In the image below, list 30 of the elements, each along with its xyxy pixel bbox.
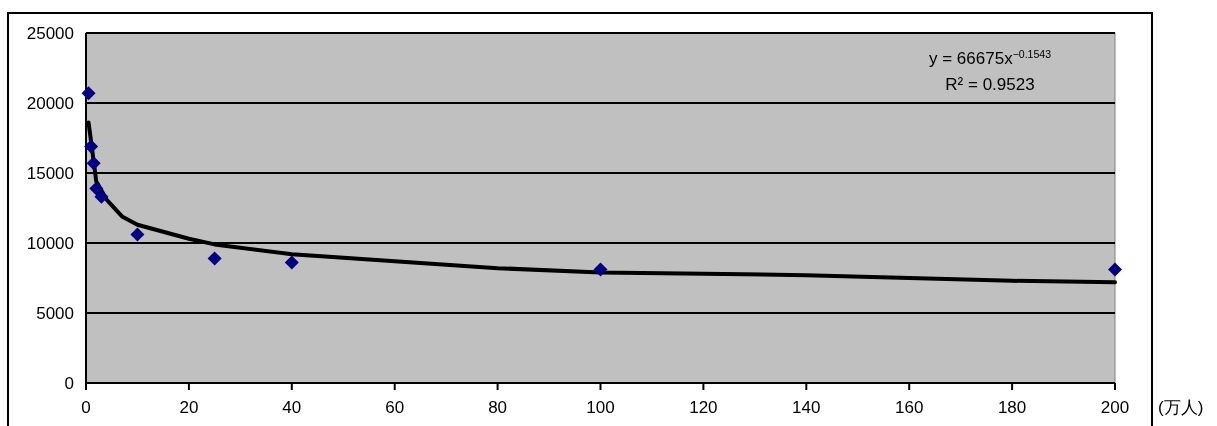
x-tick-label: 200 (1100, 398, 1130, 417)
point (84, 139, 99, 154)
x-tick-label: 120 (689, 398, 718, 417)
point (284, 255, 299, 270)
y-tick-label: 10000 (26, 234, 74, 253)
y-tick-label: 20000 (26, 94, 74, 113)
point (94, 189, 109, 204)
y-tick-label: 25000 (26, 24, 74, 43)
point (130, 227, 145, 242)
point (207, 251, 222, 266)
x-tick-label: 180 (997, 398, 1027, 417)
x-tick-label: 40 (282, 398, 302, 417)
x-tick-label: 160 (895, 398, 924, 417)
x-tick-label: 60 (385, 398, 405, 417)
x-axis-title: (万人) (1158, 398, 1204, 417)
point (593, 262, 608, 277)
point (89, 181, 104, 196)
y-tick-label: 5000 (36, 304, 74, 323)
point (86, 156, 101, 171)
x-tick-label: 140 (792, 398, 821, 417)
annotation: R² = 0.9523 (945, 75, 1035, 94)
point (81, 86, 96, 101)
x-tick-label: 100 (586, 398, 615, 417)
annotation: y = 66675x$^{−0.1543}$ (928, 48, 1052, 68)
x-tick-label: 20 (179, 398, 199, 417)
x-tick-label: 0 (81, 398, 91, 417)
x-tick-label: 80 (488, 398, 508, 417)
y-tick-label: 0 (64, 374, 74, 393)
y-tick-label: 15000 (26, 164, 74, 183)
point (1108, 262, 1122, 277)
